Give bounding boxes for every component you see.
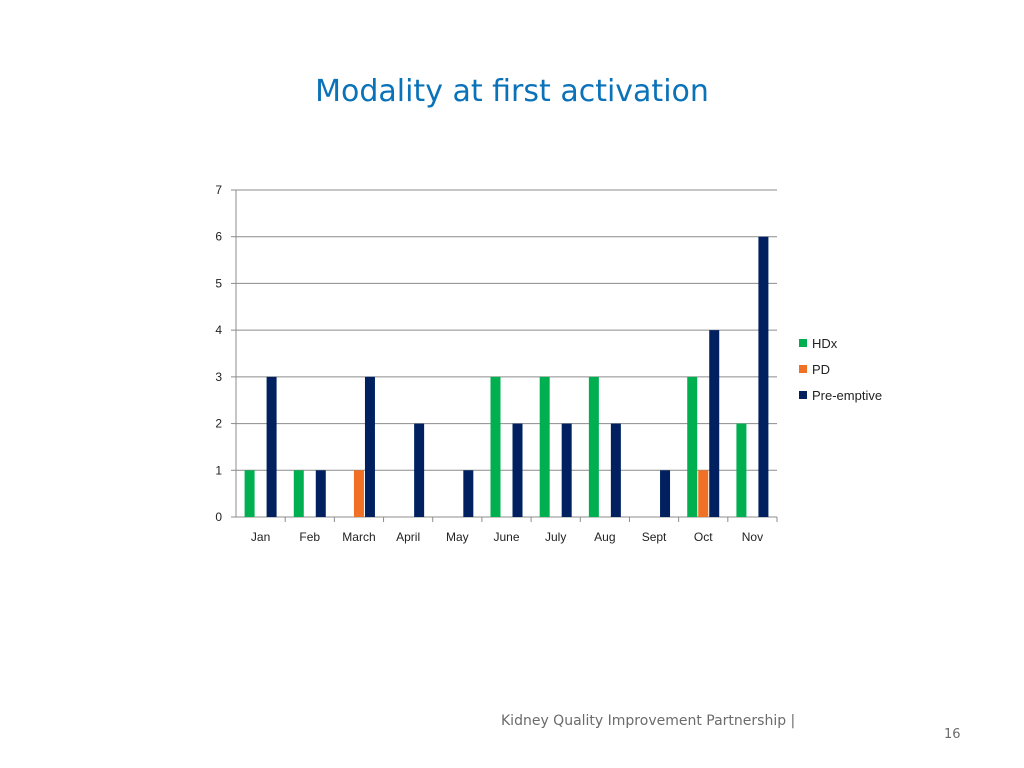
bar-pre-emptive xyxy=(660,470,671,517)
x-tick-label: April xyxy=(396,530,420,544)
footer-organization: Kidney Quality Improvement Partnership | xyxy=(501,713,796,729)
bar-pre-emptive xyxy=(512,423,523,517)
bar-hdx xyxy=(244,470,255,517)
bar-pd xyxy=(353,470,364,517)
chart-legend: HDx PD Pre-emptive xyxy=(799,330,882,408)
x-tick-label: May xyxy=(446,530,469,544)
legend-swatch-pre-emptive xyxy=(799,391,807,399)
x-tick-label: Feb xyxy=(299,530,320,544)
legend-item-hdx: HDx xyxy=(799,330,882,356)
slide-title: Modality at first activation xyxy=(315,74,709,109)
legend-item-pre-emptive: Pre-emptive xyxy=(799,382,882,408)
bar-hdx xyxy=(736,423,747,517)
y-tick-label: 2 xyxy=(215,417,222,431)
legend-swatch-pd xyxy=(799,365,807,373)
bar-pre-emptive xyxy=(610,423,621,517)
x-tick-label: June xyxy=(493,530,519,544)
bar-hdx xyxy=(687,376,698,517)
x-tick-label: Jan xyxy=(251,530,270,544)
x-tick-label: Nov xyxy=(742,530,763,544)
x-tick-label: Sept xyxy=(642,530,667,544)
legend-label-pre-emptive: Pre-emptive xyxy=(812,387,883,403)
y-tick-label: 5 xyxy=(215,276,222,290)
bar-pre-emptive xyxy=(463,470,474,517)
y-tick-label: 0 xyxy=(215,510,222,524)
bar-pre-emptive xyxy=(414,423,425,517)
bar-pre-emptive xyxy=(315,470,326,517)
bar-pre-emptive xyxy=(758,236,769,517)
bar-pre-emptive xyxy=(709,330,720,517)
legend-item-pd: PD xyxy=(799,356,882,382)
bar-hdx xyxy=(490,376,501,517)
bar-hdx xyxy=(588,376,599,517)
y-tick-label: 7 xyxy=(215,183,222,197)
bar-pre-emptive xyxy=(561,423,572,517)
bar-pre-emptive xyxy=(266,376,277,517)
y-tick-label: 3 xyxy=(215,370,222,384)
bar-hdx xyxy=(293,470,304,517)
legend-swatch-hdx xyxy=(799,339,807,347)
page-number: 16 xyxy=(944,727,961,742)
y-tick-label: 1 xyxy=(215,463,222,477)
legend-label-hdx: HDx xyxy=(812,335,838,351)
x-tick-label: Aug xyxy=(594,530,615,544)
bar-hdx xyxy=(539,376,550,517)
x-tick-label: Oct xyxy=(694,530,713,544)
x-tick-label: July xyxy=(545,530,566,544)
x-tick-label: March xyxy=(342,530,375,544)
legend-label-pd: PD xyxy=(812,361,831,377)
bar-pre-emptive xyxy=(364,376,375,517)
y-tick-label: 4 xyxy=(215,323,222,337)
bar-pd xyxy=(698,470,709,517)
y-tick-label: 6 xyxy=(215,230,222,244)
